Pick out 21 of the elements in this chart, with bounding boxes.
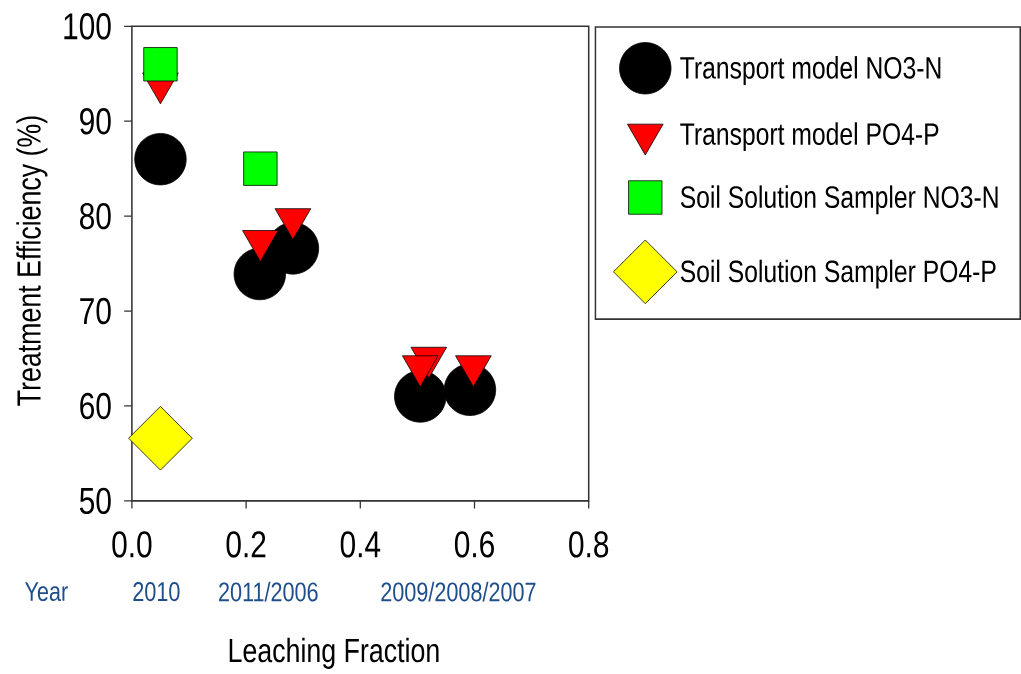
y-tick-label: 70 <box>80 298 111 325</box>
x-axis-title: Leaching Fraction <box>229 637 439 670</box>
text: 2011/2006 <box>219 581 318 602</box>
legend-label: Transport model PO4-P <box>680 122 939 152</box>
y-axis-title: Treatment Efficiency (%) <box>16 116 48 406</box>
y-tick-label: 100 <box>64 13 111 40</box>
text: 2009/2008/2007 <box>381 581 536 602</box>
legend-label: Soil Solution Sampler NO3-N <box>680 185 998 215</box>
x-tick-label: 0.8 <box>569 531 609 558</box>
legend-label: Soil Solution Sampler PO4-P <box>680 259 996 289</box>
x-tick-label: 0.2 <box>226 531 266 558</box>
y-tick-label: 80 <box>80 203 111 230</box>
x-tick-label: 0.0 <box>112 531 152 558</box>
x-tick-label: 0.4 <box>340 531 381 558</box>
text: Year <box>24 582 68 602</box>
legend-label: Transport model NO3-N <box>680 56 941 86</box>
y-tick-label: 50 <box>79 487 111 515</box>
y-tick-label: 60 <box>80 392 111 420</box>
text: 2010 <box>133 582 180 602</box>
x-tick-label: 0.6 <box>454 531 494 558</box>
y-tick-label: 90 <box>80 108 111 135</box>
